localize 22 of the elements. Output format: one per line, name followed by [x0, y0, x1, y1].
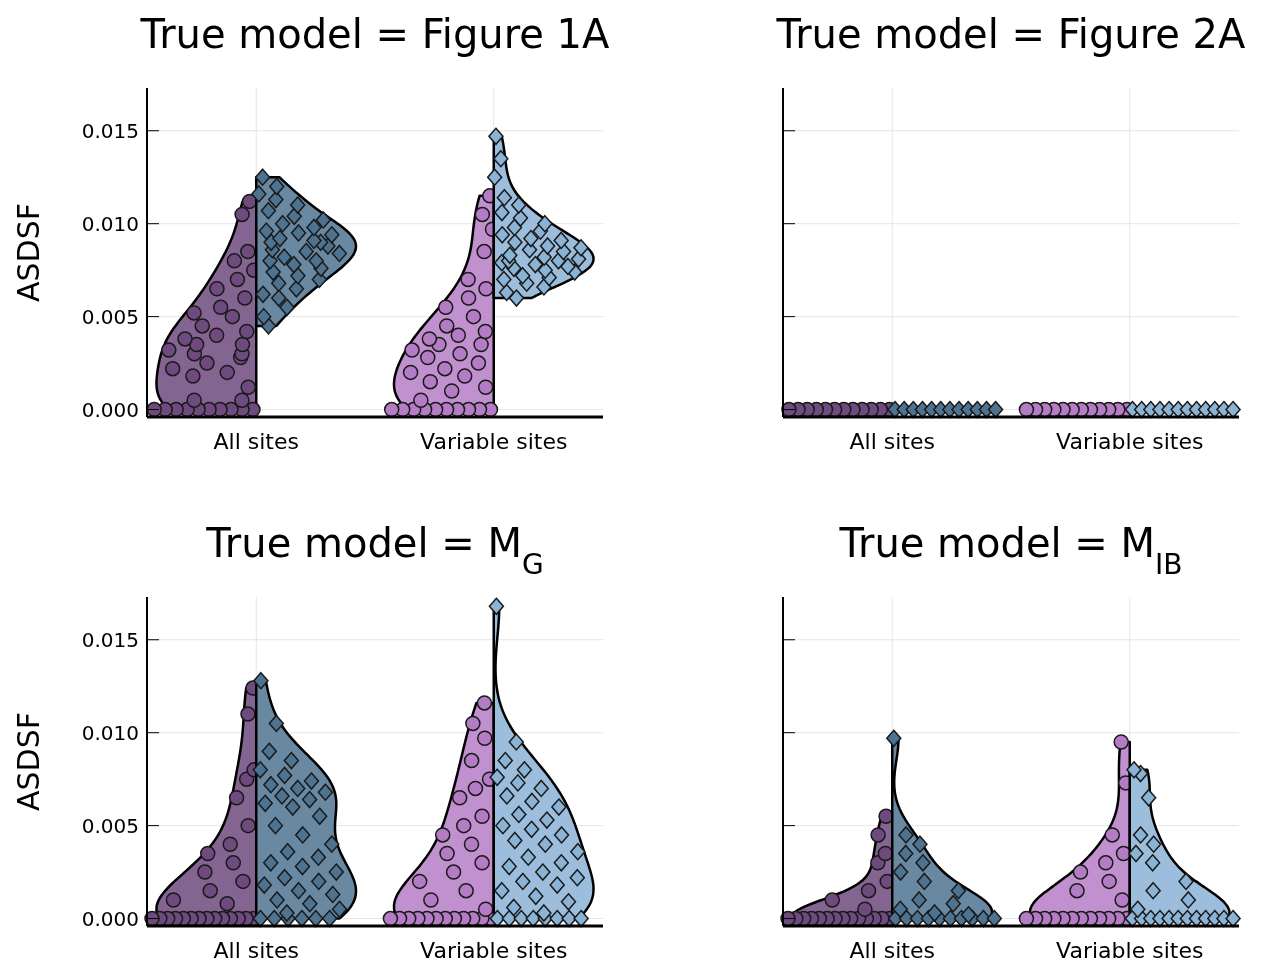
y-tick-label: 0.000 — [81, 906, 139, 931]
x-tick-label: All sites — [849, 938, 935, 963]
chart-title: True model = M$_{G}$ — [205, 520, 544, 581]
chart-title: True model = Figure 1A — [139, 11, 611, 57]
y-tick-label: 0.005 — [81, 304, 139, 329]
chart-title: True model = M$_{IB}$ — [838, 520, 1183, 581]
x-tick-label: All sites — [849, 429, 935, 454]
y-tick-label: 0.015 — [81, 627, 139, 652]
x-tick-label: Variable sites — [1056, 938, 1204, 963]
y-tick-label: 0.010 — [81, 720, 139, 745]
x-tick-label: All sites — [213, 429, 299, 454]
x-tick-label: All sites — [213, 938, 299, 963]
x-tick-label: Variable sites — [420, 429, 568, 454]
y-tick-label: 0.010 — [81, 211, 139, 236]
y-tick-label: 0.005 — [81, 813, 139, 838]
y-tick-label: 0.015 — [81, 118, 139, 143]
y-tick-label: 0.000 — [81, 397, 139, 422]
x-tick-label: Variable sites — [1056, 429, 1204, 454]
y-axis-title: ASDSF — [11, 712, 46, 811]
chart-title: True model = Figure 2A — [775, 11, 1247, 57]
y-axis-title: ASDSF — [11, 203, 46, 302]
x-tick-label: Variable sites — [420, 938, 568, 963]
